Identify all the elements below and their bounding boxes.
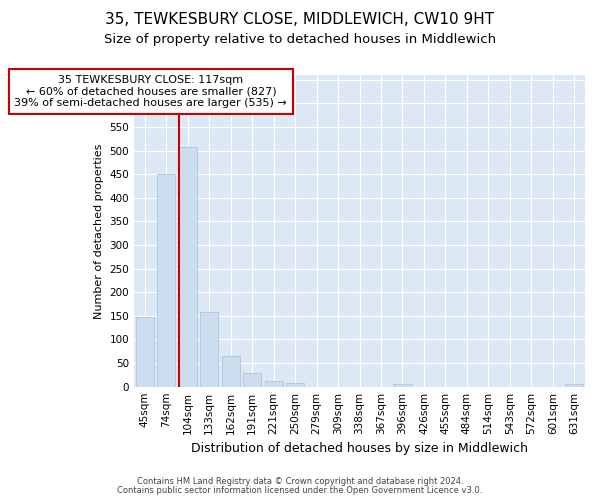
Text: 35, TEWKESBURY CLOSE, MIDDLEWICH, CW10 9HT: 35, TEWKESBURY CLOSE, MIDDLEWICH, CW10 9… — [106, 12, 494, 28]
Bar — [221, 356, 240, 386]
Text: 35 TEWKESBURY CLOSE: 117sqm
← 60% of detached houses are smaller (827)
39% of se: 35 TEWKESBURY CLOSE: 117sqm ← 60% of det… — [14, 75, 287, 108]
Y-axis label: Number of detached properties: Number of detached properties — [94, 143, 104, 318]
Text: Contains public sector information licensed under the Open Government Licence v3: Contains public sector information licen… — [118, 486, 482, 495]
Text: Size of property relative to detached houses in Middlewich: Size of property relative to detached ho… — [104, 32, 496, 46]
Bar — [265, 380, 283, 386]
Bar — [394, 384, 412, 386]
Bar — [136, 318, 154, 386]
Bar — [179, 148, 197, 386]
Bar — [565, 384, 583, 386]
X-axis label: Distribution of detached houses by size in Middlewich: Distribution of detached houses by size … — [191, 442, 528, 455]
Text: Contains HM Land Registry data © Crown copyright and database right 2024.: Contains HM Land Registry data © Crown c… — [137, 477, 463, 486]
Bar — [157, 174, 175, 386]
Bar — [286, 383, 304, 386]
Bar — [243, 372, 262, 386]
Bar — [200, 312, 218, 386]
